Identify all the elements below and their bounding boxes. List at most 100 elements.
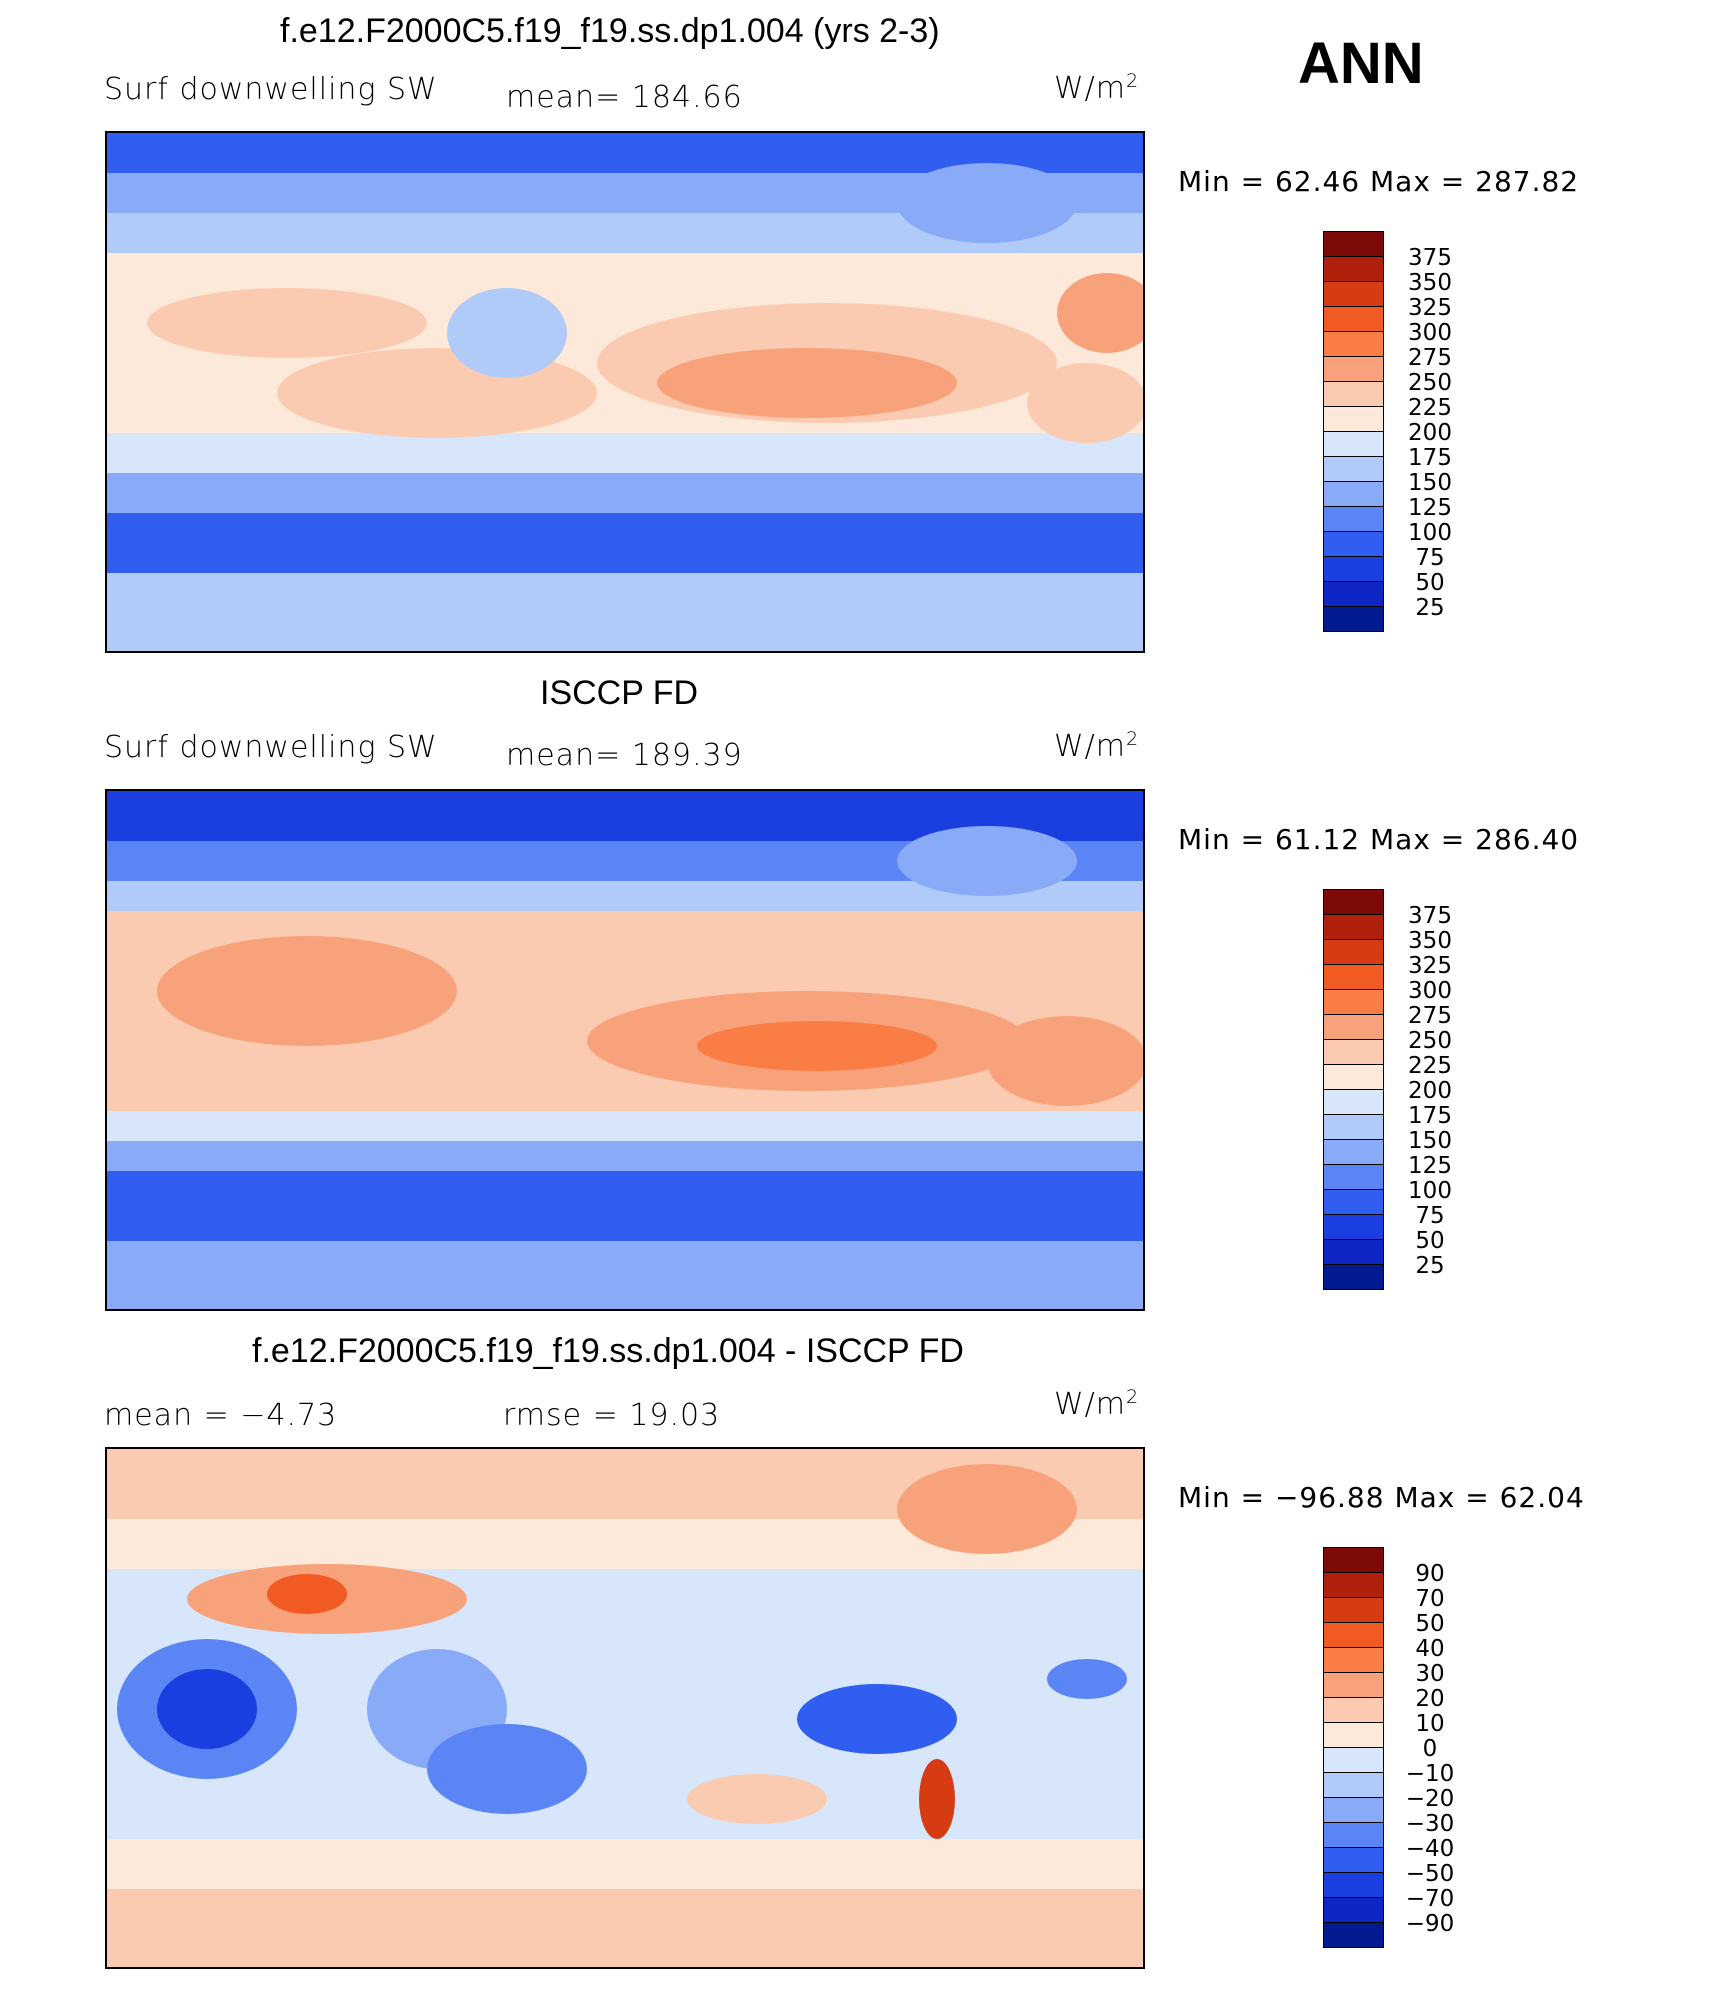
cbar-tick-label: 250 <box>1408 370 1452 396</box>
cbar-swatch <box>1323 1064 1384 1090</box>
panel1-mean-label: mean= 184.66 <box>506 80 743 115</box>
cbar-swatch <box>1323 1014 1384 1040</box>
panel2-title: ISCCP FD <box>540 674 699 712</box>
units-exponent: 2 <box>1126 70 1140 92</box>
cbar-swatch <box>1323 889 1384 915</box>
panel2-units-label: W/m2 <box>1054 728 1139 764</box>
cbar-tick-label: −50 <box>1405 1861 1455 1887</box>
cbar-tick-label: 30 <box>1415 1661 1445 1687</box>
units-exponent: 2 <box>1126 1386 1140 1408</box>
cbar-tick-label: −30 <box>1405 1811 1455 1837</box>
cbar-tick-label: 0 <box>1422 1736 1438 1762</box>
cbar-swatch <box>1323 1672 1384 1698</box>
cbar-swatch <box>1323 356 1384 382</box>
cbar-tick-label: 175 <box>1408 445 1452 471</box>
panel1-units-label: W/m2 <box>1054 70 1139 106</box>
cbar-swatch <box>1323 556 1384 582</box>
cbar-swatch <box>1323 1747 1384 1773</box>
cbar-swatch <box>1323 1264 1384 1290</box>
cbar-tick-label: 375 <box>1408 245 1452 271</box>
cbar-swatch <box>1323 1722 1384 1748</box>
cbar-swatch <box>1323 1822 1384 1848</box>
units-text: W/m <box>1054 71 1126 106</box>
cbar-tick-label: 175 <box>1408 1103 1452 1129</box>
cbar-tick-label: −90 <box>1405 1911 1455 1937</box>
cbar-swatch <box>1323 1214 1384 1240</box>
panel1-title: f.e12.F2000C5.f19_f19.ss.dp1.004 (yrs 2-… <box>280 12 940 50</box>
cbar-swatch <box>1323 1872 1384 1898</box>
panel3-mean-label: mean = −4.73 <box>104 1398 338 1433</box>
cbar-tick-label: 20 <box>1415 1686 1445 1712</box>
panel2-map-field <box>107 791 1143 1309</box>
cbar-swatch <box>1323 1922 1384 1948</box>
panel2-mean-label: mean= 189.39 <box>506 738 743 773</box>
cbar-tick-label: −70 <box>1405 1886 1455 1912</box>
cbar-swatch <box>1323 1897 1384 1923</box>
cbar-tick-label: 150 <box>1408 1128 1452 1154</box>
cbar-tick-label: 100 <box>1408 520 1452 546</box>
cbar-swatch <box>1323 1572 1384 1598</box>
cbar-swatch <box>1323 1597 1384 1623</box>
cbar-tick-label: 10 <box>1415 1711 1445 1737</box>
panel3-rmse-label: rmse = 19.03 <box>503 1398 721 1433</box>
season-label: ANN <box>1298 31 1424 96</box>
cbar-tick-label: 200 <box>1408 420 1452 446</box>
cbar-tick-label: 325 <box>1408 295 1452 321</box>
units-text: W/m <box>1054 729 1126 764</box>
cbar-tick-label: 50 <box>1415 570 1445 596</box>
cbar-swatch <box>1323 989 1384 1015</box>
cbar-swatch <box>1323 1847 1384 1873</box>
cbar-tick-label: 225 <box>1408 1053 1452 1079</box>
panel3-map <box>105 1447 1145 1969</box>
panel1-map-field <box>107 133 1143 651</box>
cbar-swatch <box>1323 1647 1384 1673</box>
cbar-tick-label: 75 <box>1415 545 1445 571</box>
panel1-map <box>105 131 1145 653</box>
panel3-map-field <box>107 1449 1143 1967</box>
cbar-tick-label: 70 <box>1415 1586 1445 1612</box>
cbar-tick-label: 250 <box>1408 1028 1452 1054</box>
cbar-swatch <box>1323 1797 1384 1823</box>
cbar-swatch <box>1323 1547 1384 1573</box>
units-text: W/m <box>1054 1387 1126 1422</box>
panel1-minmax: Min = 62.46 Max = 287.82 <box>1178 165 1580 198</box>
cbar-tick-label: 40 <box>1415 1636 1445 1662</box>
cbar-tick-label: −10 <box>1405 1761 1455 1787</box>
panel1-variable-label: Surf downwelling SW <box>104 72 438 107</box>
panel2-minmax: Min = 61.12 Max = 286.40 <box>1178 823 1580 856</box>
cbar-tick-label: 75 <box>1415 1203 1445 1229</box>
cbar-tick-label: 125 <box>1408 1153 1452 1179</box>
cbar-swatch <box>1323 1189 1384 1215</box>
cbar-tick-label: 25 <box>1415 1253 1445 1279</box>
cbar-swatch <box>1323 1239 1384 1265</box>
cbar-tick-label: 225 <box>1408 395 1452 421</box>
panel3-title: f.e12.F2000C5.f19_f19.ss.dp1.004 - ISCCP… <box>252 1332 964 1370</box>
cbar-swatch <box>1323 306 1384 332</box>
cbar-tick-label: 200 <box>1408 1078 1452 1104</box>
panel3-units-label: W/m2 <box>1054 1386 1139 1422</box>
cbar-swatch <box>1323 1139 1384 1165</box>
cbar-swatch <box>1323 281 1384 307</box>
cbar-tick-label: 325 <box>1408 953 1452 979</box>
cbar-tick-label: 300 <box>1408 978 1452 1004</box>
cbar-tick-label: 350 <box>1408 928 1452 954</box>
cbar-tick-label: −40 <box>1405 1836 1455 1862</box>
cbar-tick-label: −20 <box>1405 1786 1455 1812</box>
cbar-swatch <box>1323 506 1384 532</box>
cbar-swatch <box>1323 1114 1384 1140</box>
cbar-swatch <box>1323 1164 1384 1190</box>
cbar-swatch <box>1323 1697 1384 1723</box>
cbar-tick-label: 375 <box>1408 903 1452 929</box>
cbar-swatch <box>1323 581 1384 607</box>
cbar-swatch <box>1323 606 1384 632</box>
cbar-swatch <box>1323 1772 1384 1798</box>
cbar-swatch <box>1323 381 1384 407</box>
cbar-tick-label: 275 <box>1408 1003 1452 1029</box>
cbar-swatch <box>1323 964 1384 990</box>
panel2-map <box>105 789 1145 1311</box>
panel3-minmax: Min = −96.88 Max = 62.04 <box>1178 1481 1585 1514</box>
cbar-swatch <box>1323 1039 1384 1065</box>
panel2-variable-label: Surf downwelling SW <box>104 730 438 765</box>
cbar-tick-label: 25 <box>1415 595 1445 621</box>
cbar-swatch <box>1323 256 1384 282</box>
